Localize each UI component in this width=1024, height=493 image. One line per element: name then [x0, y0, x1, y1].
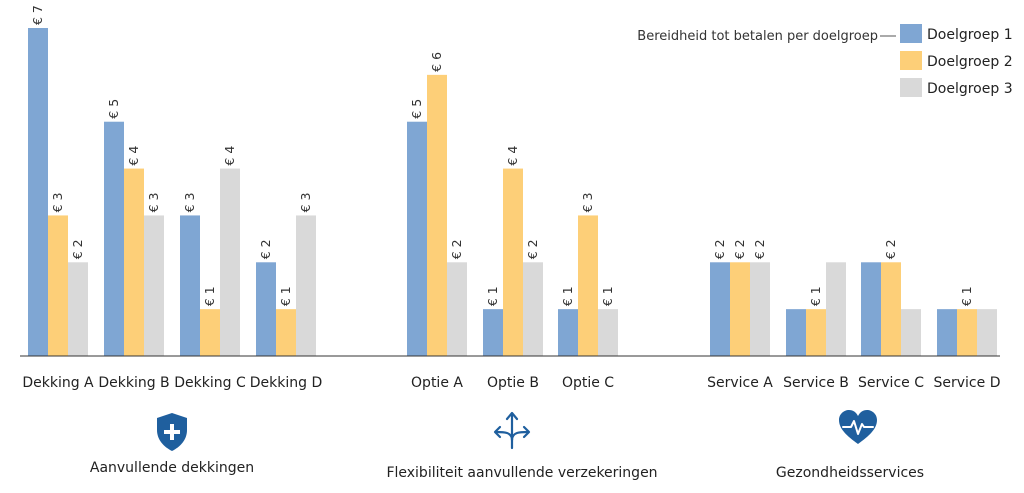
- value-label-optie-b-doelgroep-3: € 2: [525, 239, 540, 259]
- bar-service-b-doelgroep-1: [786, 309, 806, 356]
- value-label-optie-c-doelgroep-1: € 1: [560, 286, 575, 306]
- value-label-service-a-doelgroep-1: € 2: [712, 239, 727, 259]
- bar-optie-a-doelgroep-2: [427, 74, 447, 356]
- value-label-dekking-b-doelgroep-3: € 3: [146, 193, 161, 213]
- bar-optie-a-doelgroep-3: [447, 262, 467, 356]
- group-label-gezondheidsservices: Gezondheidsservices: [775, 465, 925, 481]
- tick-label-dekking-c: Dekking C: [174, 375, 246, 391]
- value-label-optie-c-doelgroep-2: € 3: [580, 193, 595, 213]
- bar-dekking-b-doelgroep-2: [124, 168, 144, 356]
- bar-dekking-d-doelgroep-1: [256, 262, 276, 356]
- bar-service-b-doelgroep-2: [806, 309, 826, 356]
- branching-arrows-icon: [490, 410, 534, 454]
- bar-dekking-d-doelgroep-2: [276, 309, 296, 356]
- value-label-optie-a-doelgroep-1: € 5: [409, 99, 424, 119]
- legend-label-doelgroep-3: Doelgroep 3: [927, 81, 1013, 97]
- legend-swatch-doelgroep-3: [900, 78, 922, 97]
- bar-optie-b-doelgroep-1: [483, 309, 503, 356]
- tick-label-dekking-d: Dekking D: [250, 375, 323, 391]
- bar-service-d-doelgroep-3: [977, 309, 997, 356]
- bar-dekking-c-doelgroep-1: [180, 215, 200, 356]
- bar-service-a-doelgroep-1: [710, 262, 730, 356]
- bar-service-c-doelgroep-2: [881, 262, 901, 356]
- group-label-aanvullende-dekkingen: Aanvullende dekkingen: [89, 460, 255, 476]
- bar-service-a-doelgroep-2: [730, 262, 750, 356]
- value-label-dekking-c-doelgroep-1: € 3: [182, 193, 197, 213]
- value-label-optie-b-doelgroep-2: € 4: [505, 146, 520, 166]
- bar-dekking-a-doelgroep-1: [28, 28, 48, 356]
- bar-dekking-a-doelgroep-3: [68, 262, 88, 356]
- tick-label-service-a: Service A: [707, 375, 773, 391]
- legend-swatch-doelgroep-1: [900, 24, 922, 43]
- value-label-optie-b-doelgroep-1: € 1: [485, 286, 500, 306]
- value-label-optie-c-doelgroep-3: € 1: [600, 286, 615, 306]
- tick-label-service-b: Service B: [783, 375, 849, 391]
- legend: Bereidheid tot betalen per doelgroep Doe…: [637, 20, 1013, 100]
- legend-frame: [896, 20, 900, 100]
- legend-title: Bereidheid tot betalen per doelgroep: [637, 29, 878, 44]
- value-label-service-b-doelgroep-2: € 1: [808, 286, 823, 306]
- value-label-optie-a-doelgroep-2: € 6: [429, 52, 444, 72]
- value-label-dekking-d-doelgroep-2: € 1: [278, 286, 293, 306]
- tick-label-optie-a: Optie A: [411, 375, 463, 391]
- bar-optie-b-doelgroep-2: [503, 168, 523, 356]
- bar-service-d-doelgroep-2: [957, 309, 977, 356]
- bar-service-d-doelgroep-1: [937, 309, 957, 356]
- value-label-dekking-b-doelgroep-1: € 5: [106, 99, 121, 119]
- value-label-dekking-d-doelgroep-1: € 2: [258, 239, 273, 259]
- bar-dekking-c-doelgroep-2: [200, 309, 220, 356]
- tick-label-service-d: Service D: [934, 375, 1001, 391]
- legend-label-doelgroep-2: Doelgroep 2: [927, 54, 1013, 70]
- tick-label-optie-b: Optie B: [487, 375, 539, 391]
- tick-label-optie-c: Optie C: [562, 375, 614, 391]
- value-label-dekking-a-doelgroep-1: € 7: [30, 5, 45, 25]
- heart-pulse-icon: [837, 408, 879, 450]
- value-label-optie-a-doelgroep-3: € 2: [449, 239, 464, 259]
- bars-layer: [28, 28, 997, 356]
- bar-dekking-b-doelgroep-3: [144, 215, 164, 356]
- bar-optie-c-doelgroep-1: [558, 309, 578, 356]
- bar-optie-c-doelgroep-3: [598, 309, 618, 356]
- value-label-service-a-doelgroep-3: € 2: [752, 239, 767, 259]
- value-label-dekking-c-doelgroep-3: € 4: [222, 146, 237, 166]
- value-label-dekking-d-doelgroep-3: € 3: [298, 193, 313, 213]
- legend-swatch-doelgroep-2: [900, 51, 922, 70]
- bar-dekking-c-doelgroep-3: [220, 168, 240, 356]
- value-label-service-a-doelgroep-2: € 2: [732, 239, 747, 259]
- value-label-dekking-b-doelgroep-2: € 4: [126, 146, 141, 166]
- value-label-service-c-doelgroep-2: € 2: [883, 239, 898, 259]
- value-label-dekking-a-doelgroep-2: € 3: [50, 193, 65, 213]
- bar-service-c-doelgroep-1: [861, 262, 881, 356]
- group-label-flexibiliteit: Flexibiliteit aanvullende verzekeringen: [386, 465, 658, 481]
- value-label-dekking-c-doelgroep-2: € 1: [202, 286, 217, 306]
- tick-label-service-c: Service C: [858, 375, 924, 391]
- tick-labels-layer: Dekking A Dekking B Dekking C Dekking D Opti…: [22, 375, 1000, 391]
- bar-service-b-doelgroep-3: [826, 262, 846, 356]
- tick-label-dekking-a: Dekking A: [22, 375, 94, 391]
- legend-label-doelgroep-1: Doelgroep 1: [927, 27, 1013, 43]
- bar-service-a-doelgroep-3: [750, 262, 770, 356]
- value-labels-layer: € 7 € 3 € 2 € 5 € 4 € 3 € 3 € 1 € 4 € 2 € 1 € 3 € 5 €…: [30, 5, 974, 306]
- bar-optie-c-doelgroep-2: [578, 215, 598, 356]
- value-label-dekking-a-doelgroep-3: € 2: [70, 239, 85, 259]
- bar-dekking-a-doelgroep-2: [48, 215, 68, 356]
- value-label-service-d-doelgroep-2: € 1: [959, 286, 974, 306]
- bar-service-c-doelgroep-3: [901, 309, 921, 356]
- bar-optie-b-doelgroep-3: [523, 262, 543, 356]
- bar-dekking-b-doelgroep-1: [104, 121, 124, 356]
- tick-label-dekking-b: Dekking B: [98, 375, 169, 391]
- shield-plus-icon: [155, 412, 189, 456]
- bar-dekking-d-doelgroep-3: [296, 215, 316, 356]
- bar-optie-a-doelgroep-1: [407, 121, 427, 356]
